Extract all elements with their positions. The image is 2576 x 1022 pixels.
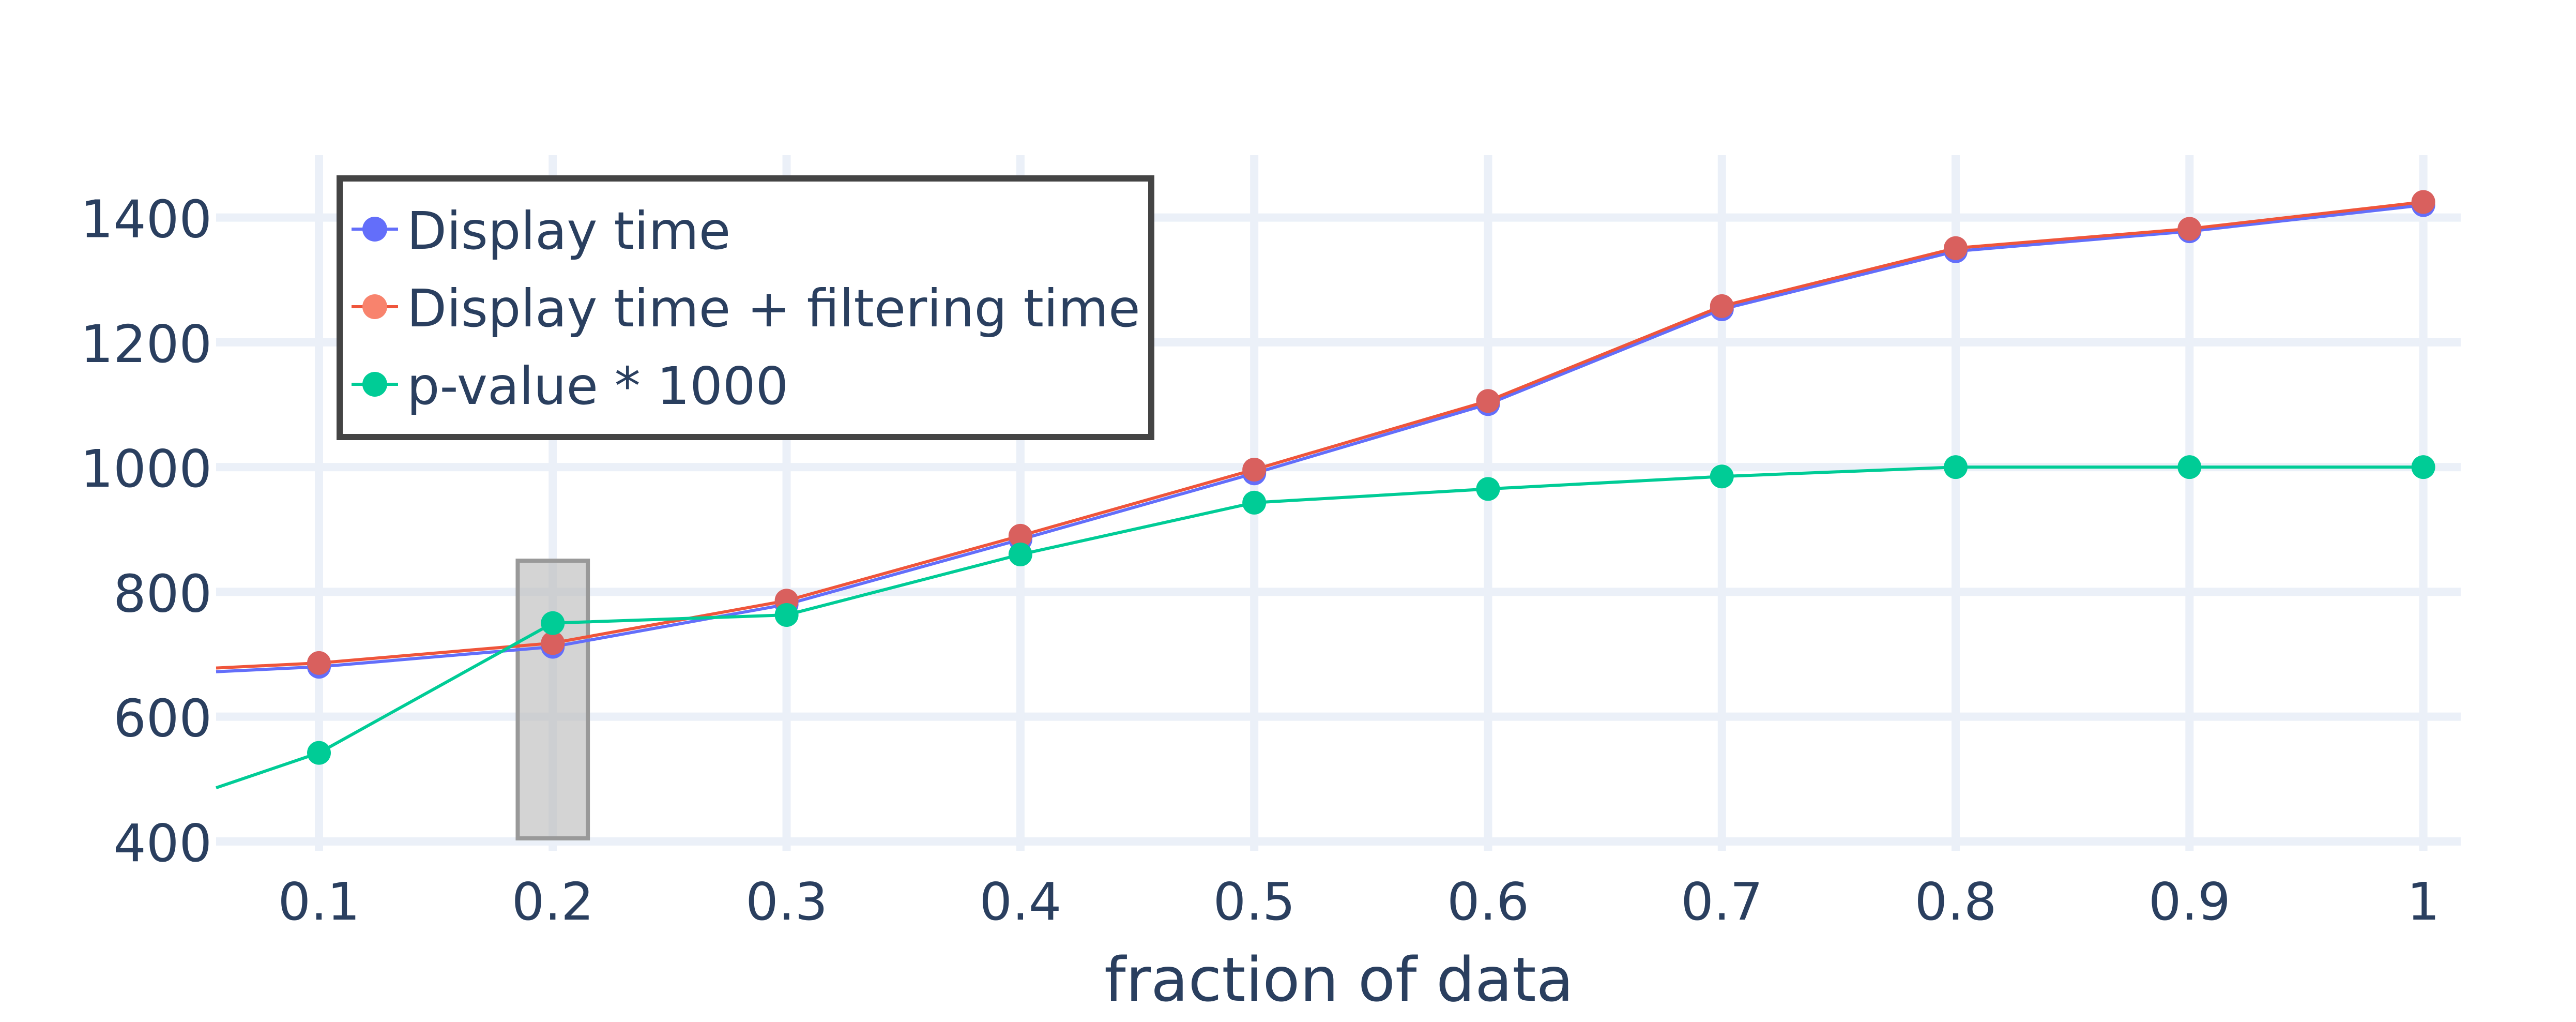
data-point[interactable] xyxy=(541,631,565,655)
legend-label: Display time + filtering time xyxy=(407,278,1140,339)
x-tick-label: 0.2 xyxy=(512,871,594,932)
legend-marker xyxy=(362,294,387,319)
legend-marker xyxy=(362,372,387,397)
highlight-layer xyxy=(515,559,590,840)
x-axis-title: fraction of data xyxy=(1104,944,1574,1015)
x-tick-label: 0.3 xyxy=(745,871,828,932)
series-2 xyxy=(216,190,2435,675)
legend-item[interactable]: p-value * 1000 xyxy=(352,356,788,416)
legend-items: Display time Display time + filtering tim… xyxy=(352,201,1140,416)
x-tick-label: 1 xyxy=(2407,871,2440,932)
legend-marker xyxy=(362,217,387,242)
legend-box xyxy=(337,175,1154,440)
data-point[interactable] xyxy=(1008,543,1032,567)
data-point[interactable] xyxy=(1710,294,1734,318)
data-point[interactable] xyxy=(1710,464,1734,489)
x-tick-label: 0.6 xyxy=(1447,871,1529,932)
data-point[interactable] xyxy=(1944,236,1968,260)
data-point[interactable] xyxy=(1008,523,1032,548)
data-point[interactable] xyxy=(1242,457,1267,482)
data-point[interactable] xyxy=(2177,217,2202,241)
data-point[interactable] xyxy=(1242,490,1267,515)
data-point[interactable] xyxy=(2177,455,2202,479)
x-tick-label: 0.5 xyxy=(1213,871,1295,932)
y-axis-ticks: 400 600 800 1000 1200 1400 xyxy=(81,189,212,874)
y-tick-label: 1000 xyxy=(81,439,212,499)
data-point[interactable] xyxy=(2411,455,2435,479)
series-layer xyxy=(216,190,2435,790)
y-tick-label: 1400 xyxy=(81,189,212,250)
data-point[interactable] xyxy=(541,611,565,635)
data-point[interactable] xyxy=(2411,190,2435,214)
x-tick-label: 0.1 xyxy=(278,871,360,932)
x-axis-ticks: 0.1 0.2 0.3 0.4 0.5 0.6 0.7 0.8 0.9 1 xyxy=(278,871,2440,932)
y-tick-label: 800 xyxy=(113,563,212,624)
data-point[interactable] xyxy=(307,651,331,675)
legend-label: p-value * 1000 xyxy=(407,356,788,416)
data-point[interactable] xyxy=(1944,455,1968,479)
legend-item[interactable]: Display time + filtering time xyxy=(352,278,1140,339)
legend[interactable]: Display time Display time + filtering tim… xyxy=(337,175,1154,440)
data-point[interactable] xyxy=(1476,389,1500,413)
y-tick-label: 400 xyxy=(113,813,212,874)
y-tick-label: 600 xyxy=(113,688,212,749)
x-tick-label: 0.9 xyxy=(2148,871,2231,932)
highlight-box xyxy=(515,559,590,840)
legend-item[interactable]: Display time xyxy=(352,201,730,261)
data-point[interactable] xyxy=(1476,477,1500,501)
series-3 xyxy=(216,455,2435,790)
legend-label: Display time xyxy=(407,201,730,261)
x-tick-label: 0.8 xyxy=(1915,871,1997,932)
data-point[interactable] xyxy=(307,741,331,765)
x-tick-label: 0.7 xyxy=(1681,871,1763,932)
y-tick-label: 1200 xyxy=(81,314,212,374)
x-tick-label: 0.4 xyxy=(979,871,1061,932)
data-point[interactable] xyxy=(774,603,799,627)
